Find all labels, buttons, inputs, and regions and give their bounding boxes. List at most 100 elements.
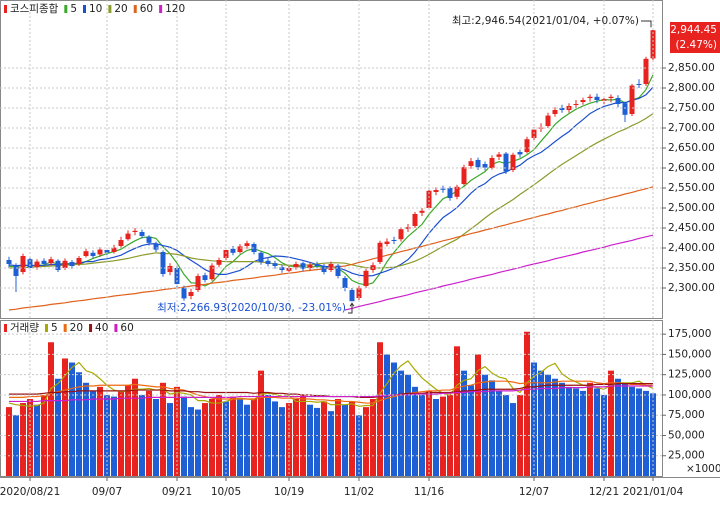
volume-bar [244,404,250,476]
candle-body [510,154,516,170]
candle-body [587,96,593,98]
volume-bar [636,388,642,476]
volume-bar [370,399,376,476]
candle-body [265,260,271,264]
candle-body [83,251,89,256]
candle-body [62,260,68,268]
candle-body [580,100,586,102]
volume-bar [342,404,348,476]
candle-body [335,265,341,276]
candle-body [132,230,138,232]
candle-body [629,85,635,114]
y-tick-label: 2,400.00 [668,242,715,254]
candle-body [307,264,313,268]
candle-body [482,164,488,168]
x-tick-label: 10/05 [211,486,241,498]
volume-bar [335,399,341,476]
volume-bar [468,385,474,476]
volume-bar [559,382,565,476]
y-tick-label: 25,000 [668,450,705,462]
candle-body [6,260,12,264]
volume-bar [615,378,621,476]
candle-body [328,264,334,270]
volume-bar [622,382,628,476]
y-tick-label: 50,000 [668,429,705,441]
volume-bar [300,394,306,476]
candle-body [412,214,418,226]
legend-label: 120 [165,3,185,15]
candle-body [454,186,460,197]
volume-bar [349,401,355,476]
candle-body [181,288,187,299]
candle-body [559,108,565,110]
legend-swatch [64,5,68,13]
candle-body [69,262,75,266]
candle-body [391,240,397,241]
candle-body [321,266,327,272]
volume-bar [195,409,201,476]
last-change-label: (2.47%) [675,39,717,51]
volume-bar [34,404,40,476]
candle-body [97,249,103,255]
volume-bar [538,370,544,476]
volume-bar [433,399,439,476]
legend-swatch [114,324,118,332]
candle-body [475,160,481,168]
volume-bar [230,396,236,476]
candle-body [167,266,173,272]
candle-body [41,260,47,264]
volume-bar [454,346,460,476]
volume-bar [482,374,488,476]
candle-body [447,188,453,198]
y-tick-label: 2,600.00 [668,162,715,174]
volume-bar [216,394,222,476]
candle-body [342,278,348,288]
candle-body [384,241,390,244]
volume-bar [202,403,208,476]
legend-swatch [133,5,137,13]
moving-average-line [9,385,653,403]
x-tick-label: 10/19 [274,486,304,498]
volume-bar [209,399,215,476]
volume-bar [69,362,75,476]
y-tick-label: 2,650.00 [668,142,715,154]
candle-body [34,261,40,268]
volume-bar [48,342,54,476]
volume-bar [461,370,467,476]
y-tick-label: 75,000 [668,409,705,421]
candle-body [622,103,628,115]
candle-body [461,167,467,184]
volume-bar [223,401,229,476]
legend-swatch [4,5,7,13]
volume-bar [531,362,537,476]
y-tick-label: 2,700.00 [668,122,715,134]
y-tick-label: 175,000 [668,328,711,340]
last-price-box [670,22,720,53]
candle-body [13,266,19,276]
legend-swatch [159,5,163,13]
y-tick-label: 2,550.00 [668,182,715,194]
volume-bar [608,370,614,476]
annotation-arrow [641,20,652,28]
candle-body [426,190,432,208]
volume-bar [496,390,502,476]
candle-body [160,252,166,274]
volume-bar [629,386,635,476]
candle-body [146,236,152,243]
candle-body [545,115,551,126]
candle-body [419,210,425,213]
low-annotation: 최저:2,266.93(2020/10/30, -23.01%) [157,302,346,314]
volume-bar [650,393,656,476]
volume-bar [594,388,600,476]
x-tick-label: 12/21 [589,486,619,498]
legend-swatch [89,324,93,332]
volume-bar [6,407,12,476]
candle-body [139,232,145,236]
volume-bar [76,372,82,476]
volume-bar [573,388,579,476]
volume-bar [524,331,530,476]
candle-body [55,260,61,270]
last-price-label: 2,944.45 [670,24,717,36]
candle-body [552,110,558,114]
legend-label: 40 [95,322,108,334]
